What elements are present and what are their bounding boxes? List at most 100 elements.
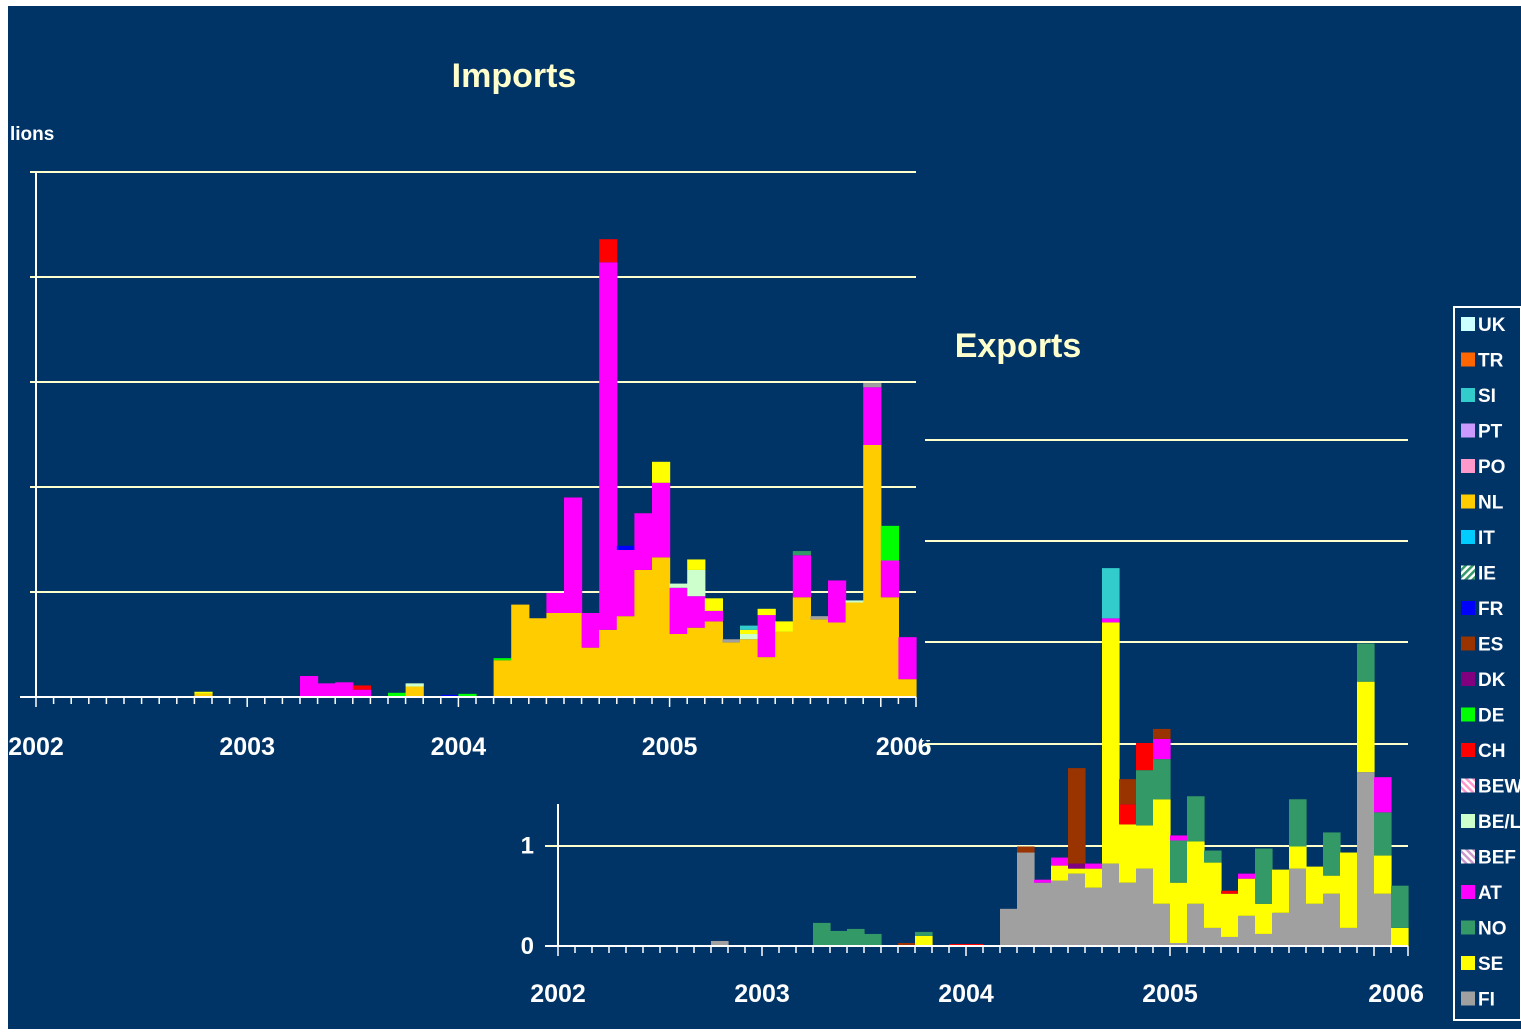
imp-bar-45-AT — [828, 580, 847, 623]
exp-y-tick-label-0: 0 — [521, 933, 534, 960]
imp-bar-32-AT — [599, 262, 618, 630]
exp-bar-30-DK — [1068, 863, 1086, 869]
imports-title: Imports — [452, 57, 577, 95]
imp-bar-38-NL — [704, 621, 723, 697]
exp-bar-48-NO — [1374, 812, 1392, 856]
legend-label-FI: FI — [1478, 990, 1495, 1011]
exp-bar-40-FI — [1238, 915, 1256, 946]
exp-bar-27-ES — [1017, 846, 1035, 853]
exp-bar-41-NO — [1255, 848, 1273, 904]
exp-x-tick-label-2004: 2004 — [938, 980, 994, 1008]
imp-bar-16-AT — [317, 683, 336, 697]
imp-bar-40-NL — [740, 639, 759, 697]
imp-bar-36-NL — [669, 634, 688, 697]
exp-bar-28-FI — [1034, 882, 1052, 946]
legend-swatch-AT — [1461, 885, 1475, 899]
legend-label-NL: NL — [1478, 493, 1504, 514]
imp-bar-39-NL — [722, 642, 741, 697]
legend: UK TR SI PT PO NL IT IE FR ES DK DE CH BEW BE/L BEF AT NO… — [1453, 306, 1521, 1021]
imp-bar-47-NL — [863, 445, 882, 697]
exp-bar-21-SE — [915, 935, 933, 946]
imp-bar-26-NL — [493, 660, 512, 697]
exp-bar-42-FI — [1272, 912, 1290, 946]
legend-label-BEF: BEF — [1478, 848, 1516, 869]
legend-swatch-SI — [1461, 388, 1475, 402]
exports-plot-background — [922, 420, 1417, 740]
exp-bar-38-NO — [1204, 850, 1222, 863]
exp-bar-42-SE — [1272, 869, 1290, 913]
imp-bar-38-SE — [704, 598, 723, 611]
exp-bar-35-SE — [1153, 799, 1171, 904]
exp-bar-15-NO — [813, 922, 831, 946]
imp-bar-38-AT — [704, 610, 723, 622]
imp-bar-9-NL — [194, 693, 213, 697]
imp-bar-36-AT — [669, 587, 688, 634]
legend-swatch-FI — [1461, 991, 1475, 1006]
legend-label-DE: DE — [1478, 706, 1504, 727]
imp-bar-32-NL — [599, 629, 618, 697]
exp-bar-34-CH — [1136, 742, 1154, 771]
imp-bar-49-NL — [898, 679, 917, 697]
imp-bar-20-DE — [388, 692, 407, 697]
exp-bar-47-FI — [1357, 772, 1375, 946]
imp-bar-43-NO — [792, 551, 811, 556]
exp-bar-33-ES — [1119, 779, 1137, 805]
exp-bar-46-SE — [1340, 852, 1358, 928]
legend-swatch-ES — [1461, 636, 1475, 651]
exp-bar-48-AT — [1374, 777, 1392, 813]
exp-bar-43-NO — [1289, 799, 1307, 847]
legend-swatch-BEW — [1461, 778, 1475, 793]
exp-bar-41-SE — [1255, 903, 1273, 934]
exp-bar-31-FI — [1085, 887, 1103, 946]
imp-x-tick-label-2003: 2003 — [219, 733, 275, 761]
exp-bar-49-NO — [1391, 885, 1409, 928]
exp-bar-34-FI — [1136, 868, 1154, 947]
exp-bar-48-FI — [1374, 893, 1392, 946]
exp-bar-35-FI — [1153, 903, 1171, 946]
imp-bar-26-DE — [493, 658, 512, 661]
imp-bar-48-NL — [880, 597, 899, 697]
imp-bar-47-AT — [863, 387, 882, 445]
imp-bar-42-NL — [775, 631, 794, 697]
imp-bar-9-SE — [194, 691, 213, 694]
imp-bar-43-AT — [792, 555, 811, 598]
legend-swatch-NO — [1461, 920, 1475, 935]
imp-bar-40-SI — [740, 625, 759, 630]
exp-bar-33-SE — [1119, 824, 1137, 883]
imp-bar-34-AT — [634, 513, 653, 570]
exp-bar-21-NO — [915, 931, 933, 936]
exp-x-tick-label-2003: 2003 — [734, 980, 790, 1008]
legend-label-DK: DK — [1478, 670, 1506, 691]
exp-bar-45-NO — [1323, 832, 1341, 876]
exp-bar-47-NO — [1357, 643, 1375, 682]
imports-y-axis-label: lions — [10, 124, 54, 145]
exp-bar-37-FI — [1187, 903, 1205, 946]
exp-bar-40-AT — [1238, 873, 1256, 879]
exp-bar-9-FI — [711, 940, 729, 947]
imp-bar-46-BE-L — [845, 600, 864, 603]
legend-label-IT: IT — [1478, 528, 1495, 549]
exp-bar-36-FI — [1170, 942, 1188, 946]
imp-x-tick-label-2005: 2005 — [642, 733, 698, 761]
exp-bar-38-FI — [1204, 927, 1222, 946]
exp-bar-30-SE — [1068, 868, 1086, 874]
imp-bar-43-NL — [792, 597, 811, 697]
imp-bar-35-SE — [652, 461, 671, 483]
legend-swatch-IE — [1461, 565, 1475, 580]
legend-swatch-PO — [1461, 459, 1475, 473]
imp-bar-35-AT — [652, 482, 671, 558]
exports-chart: Exports 0 1 2002 2003 2004 2005 2006 — [521, 327, 1424, 1008]
legend-swatch-PT — [1461, 423, 1475, 438]
exp-bar-43-FI — [1289, 868, 1307, 947]
imp-bar-27-NL — [511, 604, 530, 697]
imp-bar-18-CH — [352, 685, 371, 690]
legend-label-UK: UK — [1478, 315, 1506, 336]
exp-bar-36-SE — [1170, 882, 1188, 943]
exp-bar-44-FI — [1306, 903, 1324, 946]
imp-bar-37-NL — [687, 627, 706, 697]
exp-bar-29-FI — [1051, 880, 1069, 946]
exp-bar-41-FI — [1255, 933, 1273, 946]
exp-bar-36-AT — [1170, 835, 1188, 841]
imp-bar-33-FR — [616, 545, 635, 550]
legend-label-FR: FR — [1478, 599, 1504, 620]
